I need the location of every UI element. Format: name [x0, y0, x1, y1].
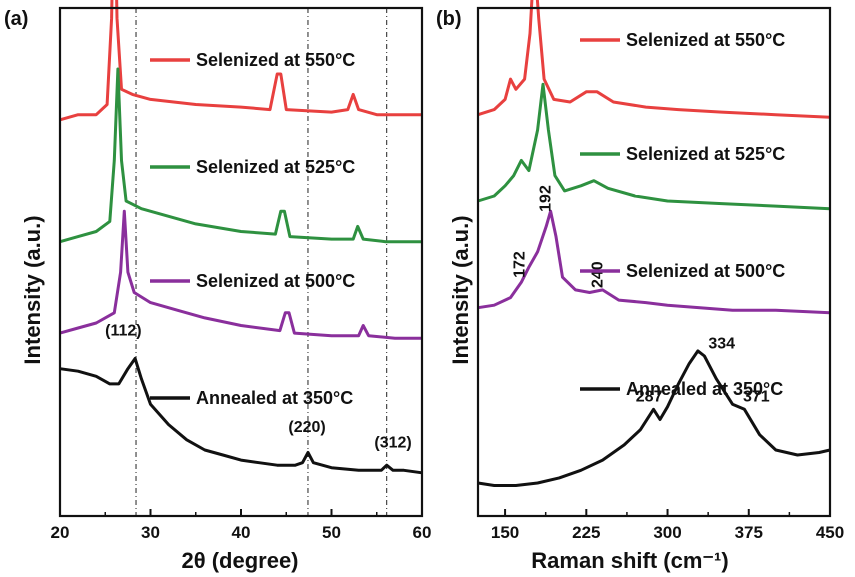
x-tick-label: 150	[491, 523, 519, 542]
panel-a-ylabel: Intensity (a.u.)	[20, 215, 45, 364]
x-tick-label: 30	[141, 523, 160, 542]
legend-label: Selenized at 550°C	[626, 30, 785, 50]
series-line-0	[478, 0, 830, 117]
peak-annotation: 334	[708, 335, 735, 352]
peak-annotation: (312)	[374, 434, 411, 451]
x-tick-label: 40	[232, 523, 251, 542]
series-line-1	[60, 69, 422, 242]
legend-label: Annealed at 350°C	[626, 379, 783, 399]
peak-annotation: (220)	[288, 419, 325, 436]
x-tick-label: 450	[816, 523, 844, 542]
legend-label: Selenized at 500°C	[626, 261, 785, 281]
panel-a-frame	[60, 8, 422, 516]
panel-a-xrd: (a) Intensity (a.u.) 2θ (degree) (112) (2…	[4, 0, 431, 573]
series-line-3	[60, 359, 422, 473]
panel-b-raman: (b) Intensity (a.u.) Raman shift (cm⁻¹) …	[436, 0, 844, 573]
panel-a-xlabel: 2θ (degree)	[181, 548, 298, 573]
peak-annotation: 192	[538, 185, 555, 212]
series-line-3	[478, 351, 830, 486]
peak-annotation: 240	[590, 261, 607, 288]
legend-label: Selenized at 525°C	[196, 157, 355, 177]
x-tick-label: 20	[51, 523, 70, 542]
panel-b-label: (b)	[436, 8, 462, 30]
legend-label: Annealed at 350°C	[196, 388, 353, 408]
panel-a-label: (a)	[4, 8, 28, 30]
x-tick-label: 300	[653, 523, 681, 542]
x-tick-label: 60	[413, 523, 432, 542]
peak-annotation: 172	[512, 251, 529, 278]
x-tick-label: 375	[735, 523, 763, 542]
x-tick-label: 225	[572, 523, 600, 542]
panel-b-ylabel: Intensity (a.u.)	[448, 215, 473, 364]
legend-label: Selenized at 500°C	[196, 271, 355, 291]
legend-label: Selenized at 525°C	[626, 144, 785, 164]
peak-annotation: (112)	[105, 323, 141, 340]
x-tick-label: 50	[322, 523, 341, 542]
panel-b-xlabel: Raman shift (cm⁻¹)	[531, 548, 728, 573]
legend-label: Selenized at 550°C	[196, 50, 355, 70]
